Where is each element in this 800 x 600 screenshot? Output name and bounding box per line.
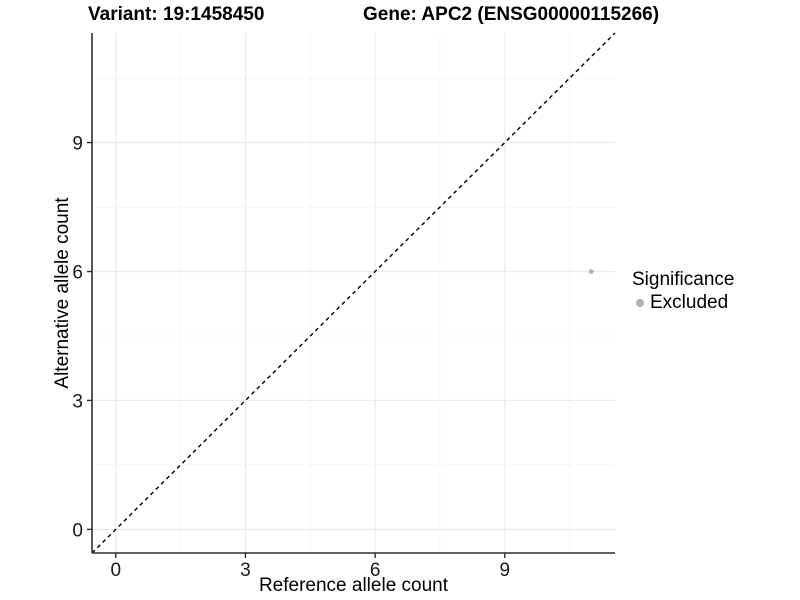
variant-title: Variant: 19:1458450 <box>88 4 265 25</box>
y-tick-label: 0 <box>72 520 83 541</box>
legend: Significance Excluded <box>632 270 734 314</box>
gene-title: Gene: APC2 (ENSG00000115266) <box>363 4 660 25</box>
y-tick-label: 3 <box>72 391 83 412</box>
y-tick-label: 9 <box>72 134 83 155</box>
legend-key-dot-icon <box>636 299 644 307</box>
x-tick-label: 6 <box>370 560 381 581</box>
identity-dashed-line <box>91 32 616 554</box>
legend-title: Significance <box>632 269 735 290</box>
legend-item-excluded: Excluded <box>632 292 734 314</box>
y-axis-title: Alternative allele count <box>52 197 73 389</box>
x-tick-label: 3 <box>240 560 251 581</box>
x-axis-title: Reference allele count <box>258 575 449 596</box>
data-point <box>588 269 594 274</box>
y-tick-label: 6 <box>72 263 83 284</box>
legend-item-label: Excluded <box>650 292 729 313</box>
x-tick-label: 9 <box>499 560 510 581</box>
x-tick-label: 0 <box>110 560 121 581</box>
